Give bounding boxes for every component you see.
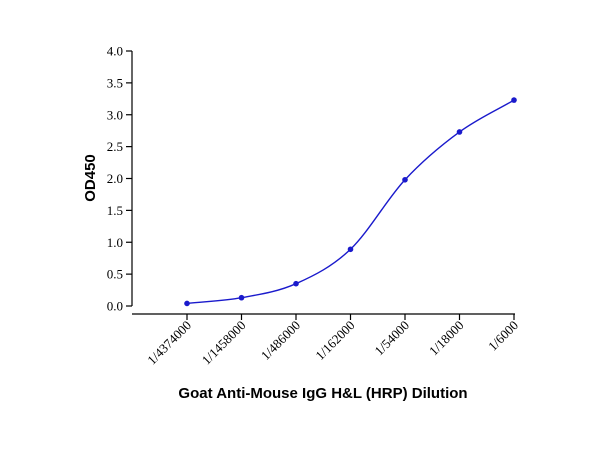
data-point xyxy=(184,300,190,307)
y-tick-label: 2.5 xyxy=(107,139,123,154)
y-tick-label: 2.0 xyxy=(107,171,123,186)
x-axis-title: Goat Anti-Mouse IgG H&L (HRP) Dilution xyxy=(178,385,467,402)
data-point xyxy=(402,176,408,183)
x-axis: 1/4374000 1/1458000 1/486000 1/162000 1/5400… xyxy=(132,313,521,368)
x-tick-label: 1/1458000 xyxy=(199,318,249,368)
x-tick-label: 1/54000 xyxy=(371,318,412,359)
data-points-group xyxy=(184,97,517,307)
x-tick-label: 1/18000 xyxy=(426,318,467,359)
data-point xyxy=(293,280,299,287)
data-point xyxy=(456,129,463,135)
data-point xyxy=(511,97,517,103)
fit-curve xyxy=(186,99,515,305)
x-tick-label: 1/162000 xyxy=(312,318,357,363)
y-axis-title: OD450 xyxy=(82,154,99,202)
x-tick-label: 1/486000 xyxy=(258,318,303,363)
y-tick-label: 3.0 xyxy=(107,107,123,122)
y-tick-label: 0.5 xyxy=(107,267,123,282)
data-point xyxy=(238,294,245,301)
y-tick-label: 1.5 xyxy=(107,203,123,218)
data-point xyxy=(347,246,354,253)
y-tick-label: 4.0 xyxy=(107,44,123,59)
y-tick-label: 3.5 xyxy=(107,75,123,90)
y-tick-label: 1.0 xyxy=(107,235,123,250)
fit-curve-group xyxy=(186,99,515,305)
y-tick-label: 0.0 xyxy=(107,299,123,314)
x-tick-label: 1/4374000 xyxy=(144,318,194,368)
y-axis: 0.0 0.5 1.0 1.5 2.0 2.5 3.0 3.5 4.0 xyxy=(107,44,133,314)
x-tick-label: 1/6000 xyxy=(485,318,521,354)
